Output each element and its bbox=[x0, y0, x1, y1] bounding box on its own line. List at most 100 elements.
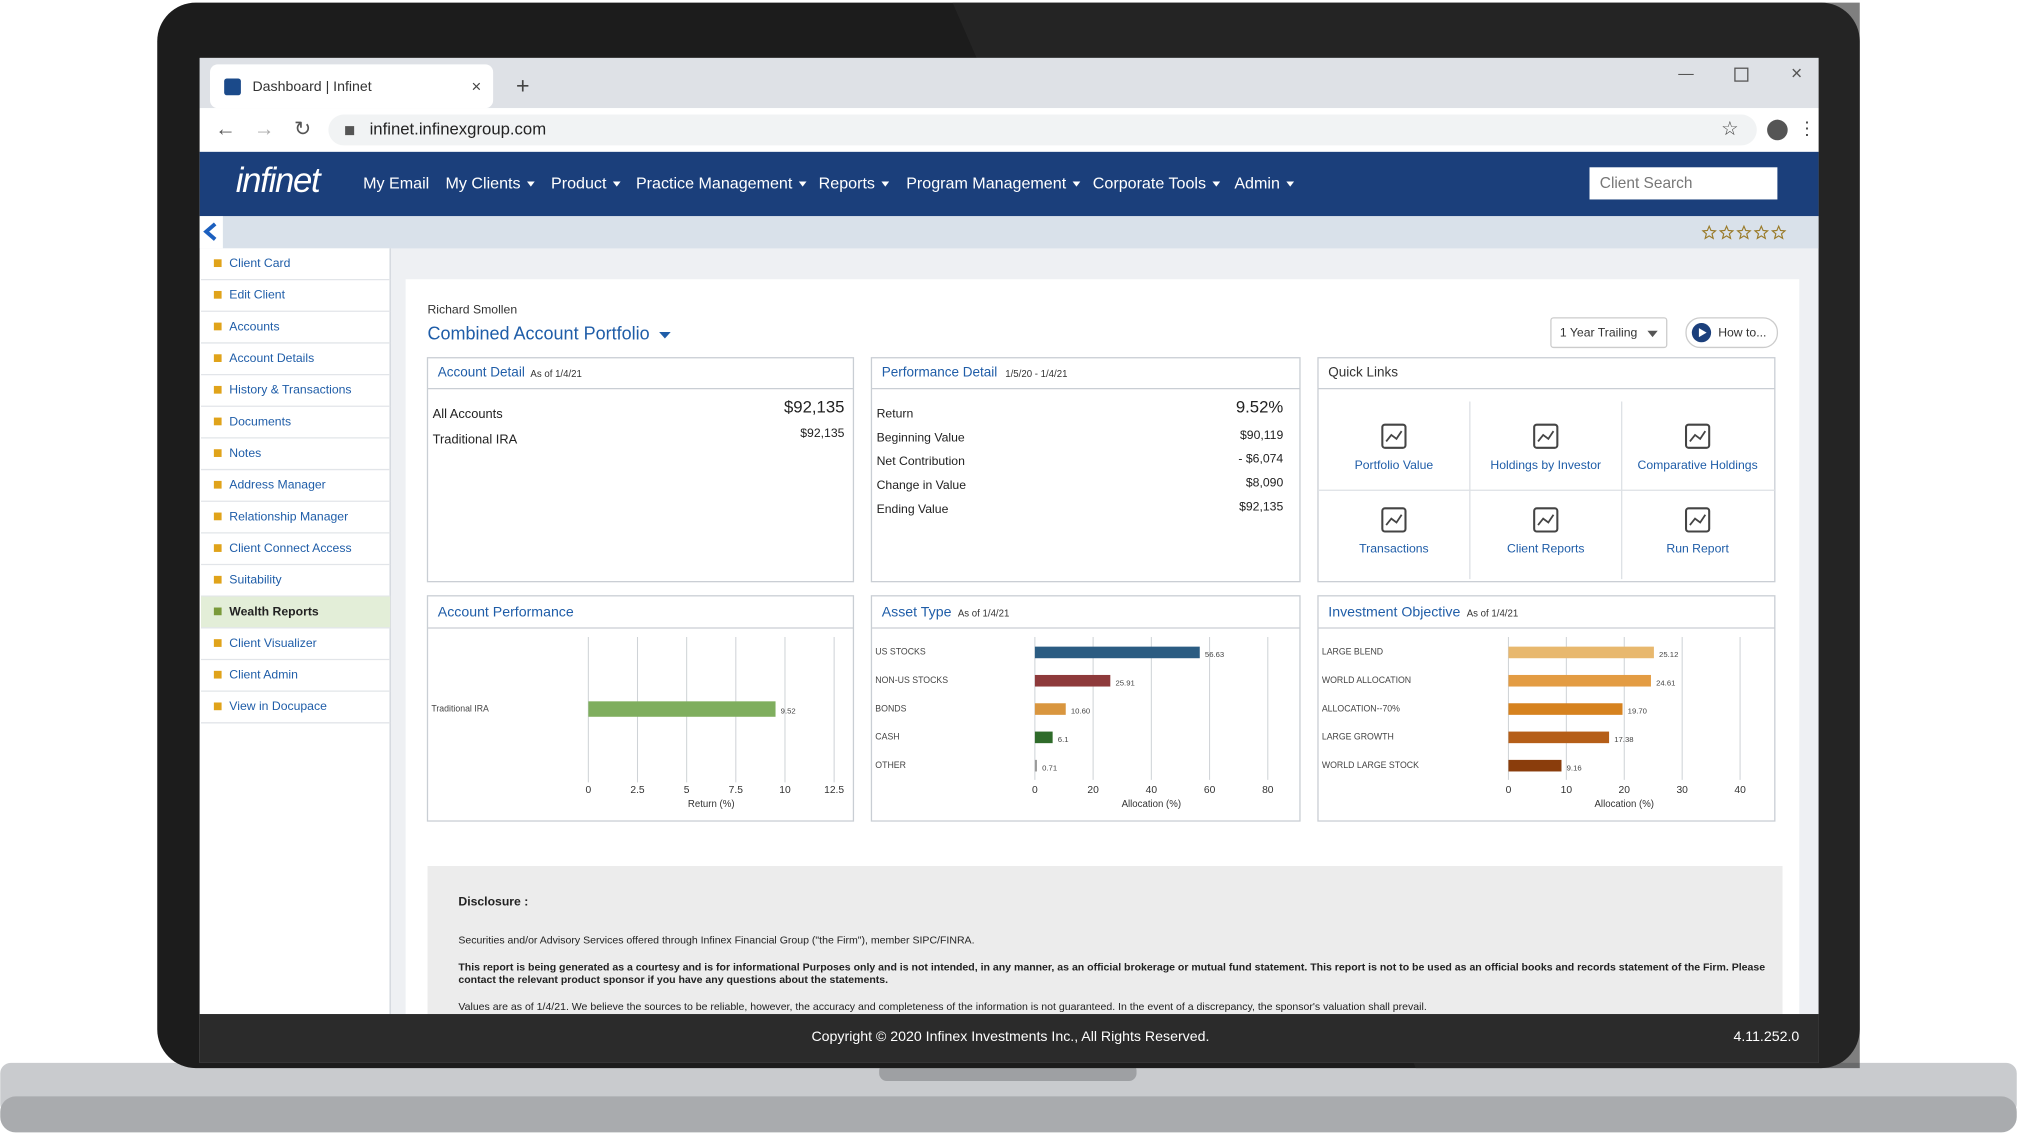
sidebar-item[interactable]: Accounts bbox=[229, 319, 279, 333]
x-tick-label: 2.5 bbox=[630, 785, 645, 796]
bar bbox=[1508, 674, 1651, 687]
disclosure-paragraph: This report is being generated as a cour… bbox=[458, 960, 1766, 987]
nav-item[interactable]: Practice Management bbox=[636, 174, 793, 192]
reload[interactable]: ↻ bbox=[294, 117, 311, 140]
x-tick-label: 12.5 bbox=[824, 785, 844, 796]
menu[interactable]: ⋮ bbox=[1798, 119, 1816, 139]
sidebar-item[interactable]: Client Admin bbox=[229, 668, 298, 682]
category-label: US STOCKS bbox=[875, 647, 926, 657]
quick-link-icon-detail bbox=[1537, 430, 1555, 442]
portfolio-caret bbox=[659, 332, 671, 339]
maximize[interactable] bbox=[1734, 67, 1749, 82]
logo[interactable]: infinet bbox=[236, 162, 324, 200]
sidebar-item[interactable]: Client Card bbox=[229, 256, 290, 270]
period-caret bbox=[1647, 330, 1658, 338]
quick-link-icon bbox=[1684, 507, 1711, 533]
chart-subtitle: As of 1/4/21 bbox=[958, 608, 1009, 619]
collapse-button[interactable] bbox=[199, 216, 223, 249]
collapse-arrow bbox=[203, 222, 217, 241]
how-to-button[interactable] bbox=[1685, 317, 1779, 349]
x-tick-label: 0 bbox=[1032, 785, 1038, 796]
category-label: BONDS bbox=[875, 703, 906, 713]
nav-item[interactable]: Admin bbox=[1234, 174, 1280, 192]
sidebar-item[interactable]: Relationship Manager bbox=[229, 509, 348, 523]
value-label: 10.60 bbox=[1071, 707, 1090, 716]
x-tick-label: 40 bbox=[1734, 785, 1746, 796]
quick-link[interactable]: Comparative Holdings bbox=[1637, 458, 1757, 472]
client-search-placeholder: Client Search bbox=[1600, 175, 1693, 192]
row-label: Return bbox=[877, 407, 914, 421]
sidebar-item[interactable]: Documents bbox=[229, 414, 291, 428]
bar bbox=[1508, 759, 1562, 772]
quick-link[interactable]: Run Report bbox=[1666, 542, 1729, 556]
rating-star[interactable] bbox=[1718, 224, 1735, 240]
new-tab[interactable]: + bbox=[516, 73, 530, 99]
rating-star[interactable] bbox=[1701, 224, 1717, 240]
portfolio-select[interactable]: Combined Account Portfolio bbox=[427, 323, 649, 343]
sidebar-item[interactable]: Client Visualizer bbox=[229, 636, 316, 650]
value-label: 56.63 bbox=[1205, 650, 1224, 659]
url: infinet.infinexgroup.com bbox=[370, 119, 547, 138]
bookmark-star[interactable]: ☆ bbox=[1721, 119, 1738, 140]
nav-item[interactable]: Product bbox=[551, 174, 607, 192]
nav-item[interactable]: Corporate Tools bbox=[1093, 174, 1206, 192]
omnibox[interactable] bbox=[328, 114, 1757, 146]
period-select[interactable] bbox=[1550, 317, 1668, 349]
quick-link[interactable]: Transactions bbox=[1359, 542, 1429, 556]
category-label: ALLOCATION--70% bbox=[1322, 703, 1400, 713]
nav-caret bbox=[612, 181, 621, 187]
sidebar-icon bbox=[213, 322, 222, 331]
quick-link-icon-detail bbox=[1537, 514, 1555, 526]
row-value: 9.52% bbox=[1236, 397, 1284, 416]
chart-title: Investment Objective bbox=[1328, 603, 1460, 619]
rating-star[interactable] bbox=[1770, 224, 1787, 240]
quick-link[interactable]: Portfolio Value bbox=[1355, 458, 1434, 472]
sidebar-icon bbox=[213, 449, 222, 457]
row-label: All Accounts bbox=[433, 406, 503, 421]
sidebar-icon bbox=[213, 575, 222, 584]
sidebar-item[interactable]: Edit Client bbox=[229, 288, 285, 302]
panel-title: Account Detail bbox=[438, 365, 525, 380]
sidebar-item[interactable]: History & Transactions bbox=[229, 383, 351, 397]
minimize[interactable]: — bbox=[1678, 66, 1694, 83]
nav-item[interactable]: My Email bbox=[363, 174, 429, 192]
bar bbox=[1034, 731, 1053, 744]
nav-item[interactable]: Program Management bbox=[906, 174, 1066, 192]
client-search[interactable] bbox=[1589, 167, 1778, 200]
x-tick-label: 60 bbox=[1204, 785, 1216, 796]
x-tick-label: 7.5 bbox=[729, 785, 744, 796]
sidebar-item[interactable]: Account Details bbox=[229, 351, 314, 365]
nav-item[interactable]: My Clients bbox=[446, 174, 521, 192]
category-label: LARGE GROWTH bbox=[1322, 732, 1394, 742]
period-label: 1 Year Trailing bbox=[1560, 326, 1638, 340]
performance-detail-panel bbox=[870, 357, 1301, 583]
sidebar-item[interactable]: Notes bbox=[229, 446, 261, 460]
nav-caret bbox=[1286, 181, 1295, 187]
sidebar-item[interactable]: Suitability bbox=[229, 573, 282, 587]
quick-link[interactable]: Holdings by Investor bbox=[1490, 458, 1601, 472]
sidebar-item[interactable]: View in Docupace bbox=[229, 699, 327, 713]
sidebar-item[interactable]: Wealth Reports bbox=[229, 604, 319, 618]
back[interactable]: ← bbox=[215, 117, 236, 140]
nav-item[interactable]: Reports bbox=[819, 174, 875, 192]
tab-close[interactable]: × bbox=[472, 77, 482, 96]
chart-panel bbox=[870, 595, 1301, 822]
x-axis-label: Return (%) bbox=[688, 799, 735, 810]
sidebar-icon bbox=[213, 480, 222, 489]
nav-caret bbox=[798, 181, 807, 187]
forward[interactable]: → bbox=[254, 117, 275, 140]
category-label: Traditional IRA bbox=[431, 703, 489, 713]
category-label: OTHER bbox=[875, 760, 906, 770]
rating-star[interactable] bbox=[1736, 224, 1752, 240]
sidebar-item[interactable]: Address Manager bbox=[229, 478, 325, 492]
sidebar bbox=[199, 248, 391, 1015]
rating-star[interactable] bbox=[1753, 224, 1770, 240]
sidebar-item[interactable]: Client Connect Access bbox=[229, 541, 351, 555]
quick-link[interactable]: Client Reports bbox=[1507, 542, 1584, 556]
profile-icon[interactable] bbox=[1767, 119, 1788, 141]
close-window[interactable]: × bbox=[1791, 64, 1802, 85]
row-value: $92,135 bbox=[1239, 499, 1283, 513]
tab[interactable] bbox=[210, 64, 494, 109]
tab-title: Dashboard | Infinet bbox=[252, 78, 371, 94]
bar bbox=[588, 701, 776, 717]
